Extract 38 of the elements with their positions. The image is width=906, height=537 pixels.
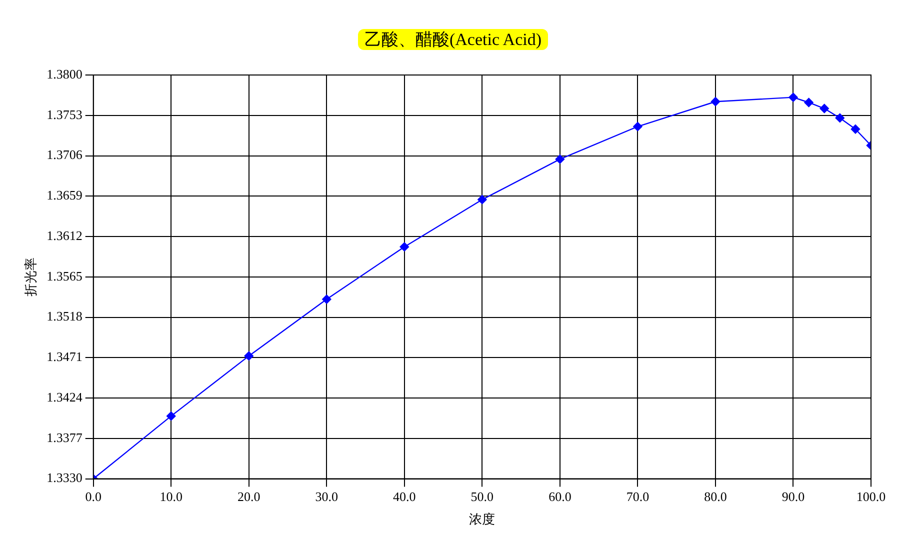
x-axis-title: 浓度 [469, 512, 496, 527]
y-tick-label: 1.3471 [46, 349, 82, 364]
point [788, 92, 798, 102]
x-tick-label: 30.0 [315, 489, 338, 504]
x-tick-label: 80.0 [704, 489, 727, 504]
y-tick-label: 1.3659 [46, 188, 82, 203]
point [322, 294, 332, 304]
point [820, 104, 829, 114]
point [244, 351, 254, 361]
y-tick-label: 1.3800 [46, 66, 82, 82]
x-tick-label: 60.0 [548, 489, 572, 504]
point [633, 122, 642, 132]
x-tick-label: 10.0 [160, 489, 182, 504]
x-tick-label: 20.0 [238, 489, 260, 504]
y-tick-label: 1.3518 [46, 308, 82, 324]
x-tick-label: 70.0 [626, 489, 650, 504]
point [835, 113, 844, 123]
chart-title: 乙酸、醋酸(Acetic Acid) [358, 29, 548, 50]
x-tick-label: 100.0 [856, 489, 886, 504]
x-tick-label: 0.0 [85, 489, 102, 504]
y-tick-label: 1.3330 [46, 470, 82, 486]
point [166, 411, 176, 421]
x-tick-label: 50.0 [470, 489, 494, 504]
y-axis-title: 折光率 [23, 257, 38, 296]
x-tick-label: 90.0 [782, 489, 805, 504]
y-tick-label: 1.3753 [46, 106, 82, 122]
point [400, 242, 410, 252]
y-tick-label: 1.3612 [46, 228, 82, 243]
point [710, 97, 720, 106]
x-tick-label: 40.0 [393, 489, 416, 504]
point [555, 154, 565, 164]
y-tick-label: 1.3706 [46, 147, 83, 162]
y-tick-label: 1.3377 [46, 430, 83, 445]
point [850, 124, 860, 134]
point [804, 98, 814, 108]
point [478, 194, 487, 204]
y-tick-label: 1.3424 [46, 389, 83, 404]
y-tick-label: 1.3565 [46, 268, 82, 284]
